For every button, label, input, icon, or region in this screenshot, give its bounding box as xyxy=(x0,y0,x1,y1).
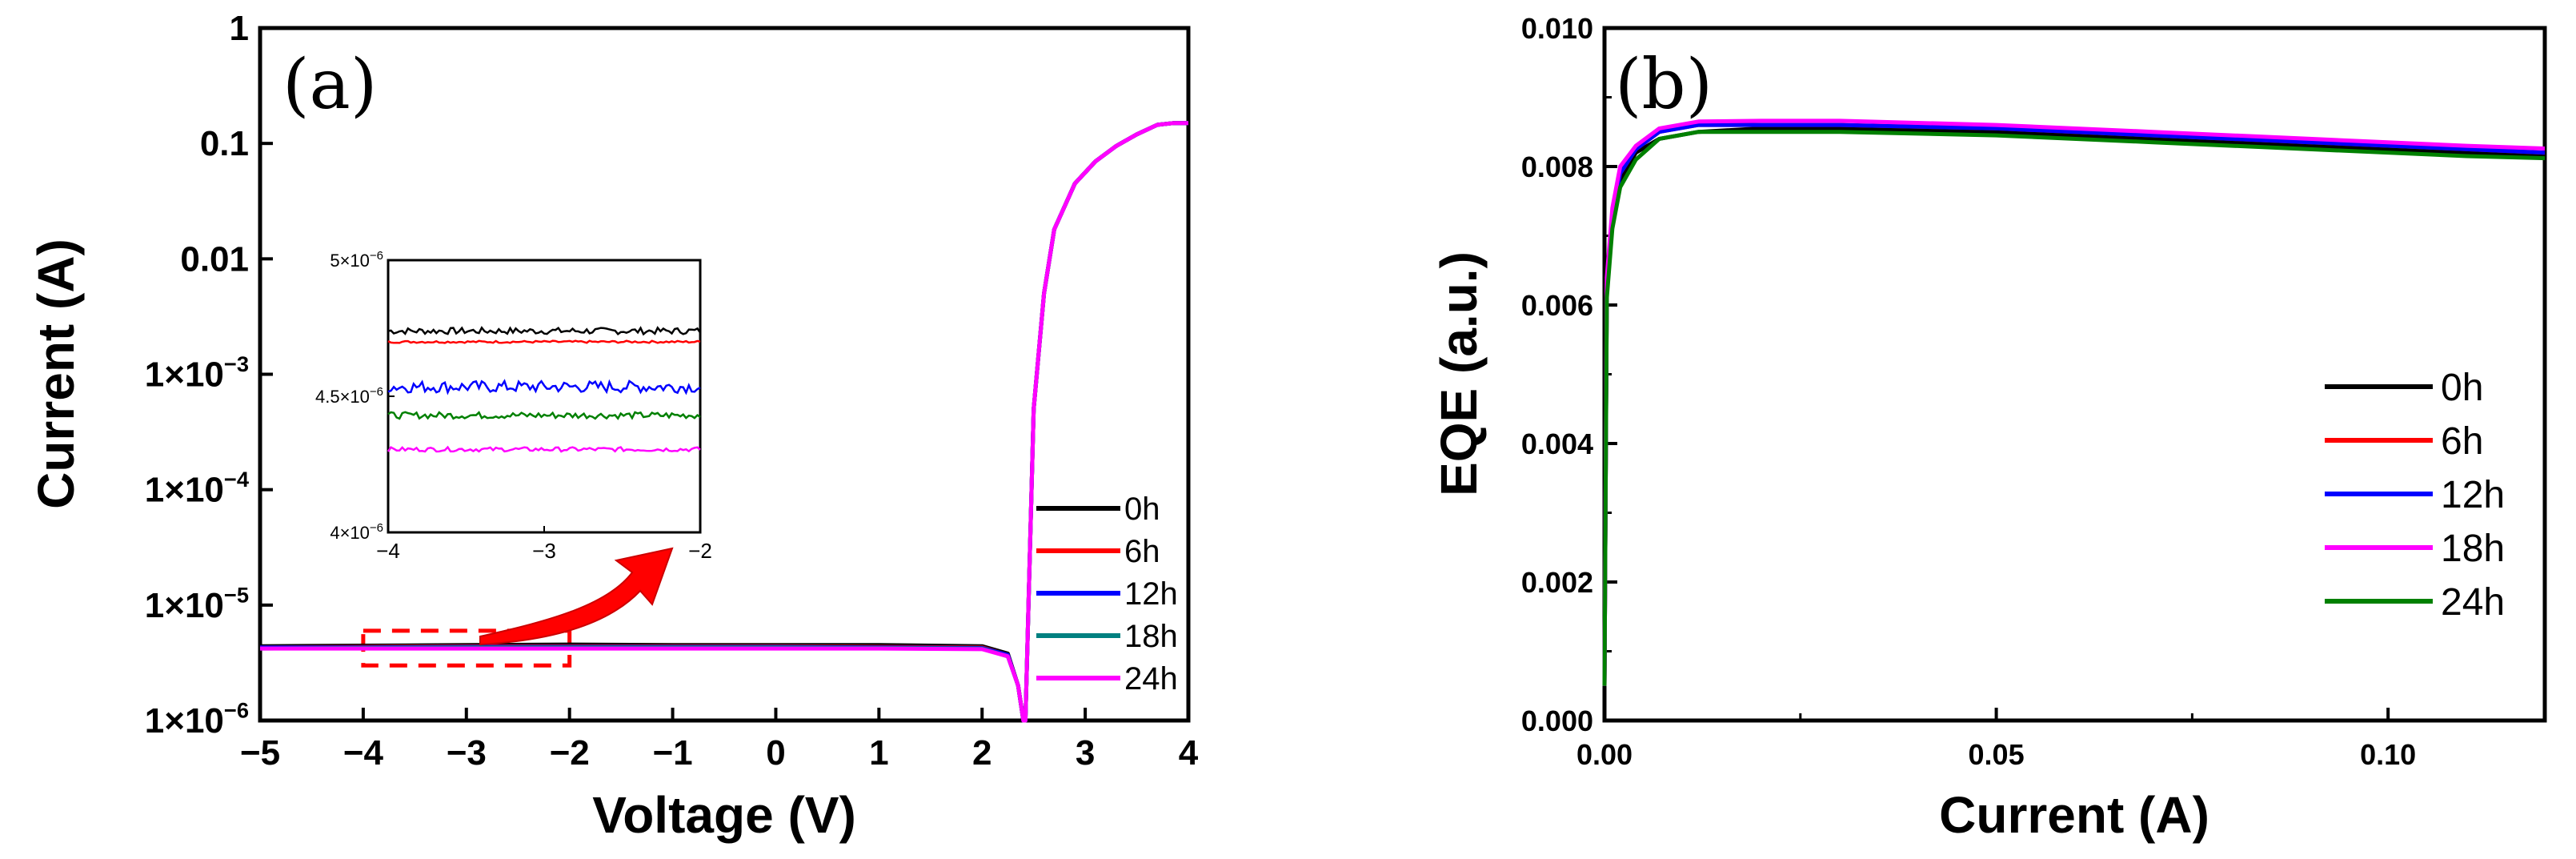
y-tick-label-a: 1×10−3 xyxy=(145,351,249,394)
y-tick-label-a-base: 1×10 xyxy=(145,471,224,510)
y-tick-label-a-base: 1 xyxy=(230,9,249,48)
y-tick-label-b: 0.002 xyxy=(1521,566,1593,599)
series-line-b-18h xyxy=(1602,118,2546,686)
x-axis-label-a: Voltage (V) xyxy=(592,786,856,844)
legend-label-a-12h: 12h xyxy=(1124,576,1178,612)
y-tick-label-b: 0.006 xyxy=(1521,289,1593,322)
inset-y-tick-label: 4.5×10−6 xyxy=(315,385,383,407)
legend-label-a-6h: 6h xyxy=(1124,534,1160,569)
y-tick-label-a-base: 0.1 xyxy=(200,124,249,163)
inset-y-tick-label: 4×10−6 xyxy=(330,521,383,543)
panel-label-b: (b) xyxy=(1615,45,1713,125)
legend-label-b-0h: 0h xyxy=(2441,367,2483,409)
y-tick-label-a: 0.1 xyxy=(200,124,249,163)
y-tick-label-a-exp: −4 xyxy=(224,467,250,492)
x-tick-label-a: −1 xyxy=(652,733,692,773)
x-tick-label-a: −3 xyxy=(447,733,487,773)
inset-y-tick-base: 5×10 xyxy=(330,251,370,271)
x-tick-label-b: 0.10 xyxy=(2360,738,2416,771)
series-line-a-24h xyxy=(260,121,1188,723)
inset-series-line-0h xyxy=(387,326,702,336)
inset-y-tick-exp: −6 xyxy=(370,385,383,399)
y-tick-label-a: 1×10−5 xyxy=(145,582,249,624)
y-tick-label-a-base: 1×10 xyxy=(145,355,224,395)
series-line-b-24h xyxy=(1602,130,2546,686)
y-tick-label-a-exp: −6 xyxy=(224,698,249,723)
y-tick-label-a-base: 0.01 xyxy=(180,239,249,279)
legend-label-b-24h: 24h xyxy=(2441,581,2505,624)
inset-y-tick-base: 4×10 xyxy=(330,523,370,543)
inset-y-tick-exp: −6 xyxy=(370,521,383,535)
x-tick-label-a: −4 xyxy=(343,733,384,773)
zoom-arrow xyxy=(479,547,674,646)
x-axis-label-b: Current (A) xyxy=(1939,786,2209,844)
x-tick-label-a: 1 xyxy=(869,733,888,773)
inset-x-tick-label: −3 xyxy=(532,539,556,563)
x-tick-label-a: 3 xyxy=(1076,733,1095,773)
inset-y-tick-exp: −6 xyxy=(370,249,383,263)
y-tick-label-b: 0.010 xyxy=(1521,12,1593,45)
panel-a: −5 −4 −3 −2 −1 0 1 2 3 41×10−61×10−51×10−41×10−30… xyxy=(27,9,1199,844)
y-tick-label-a-base: 1×10 xyxy=(145,701,224,741)
legend-label-a-0h: 0h xyxy=(1124,492,1160,527)
y-tick-label-a-base: 1×10 xyxy=(145,586,224,625)
legend-label-a-24h: 24h xyxy=(1124,661,1178,696)
y-tick-label-a-exp: −3 xyxy=(224,351,249,376)
panel-label-a: (a) xyxy=(282,45,377,125)
inset-series-line-6h xyxy=(387,339,701,344)
y-tick-label-a: 1 xyxy=(230,9,249,48)
y-tick-label-a: 1×10−4 xyxy=(145,467,250,509)
inset-series-line-18h xyxy=(387,445,701,453)
x-tick-label-a: −2 xyxy=(550,733,590,773)
x-tick-label-a: 2 xyxy=(972,733,992,773)
x-tick-label-a: 0 xyxy=(766,733,785,773)
x-tick-label-a: −5 xyxy=(240,733,280,773)
y-tick-label-b: 0.004 xyxy=(1521,427,1593,460)
inset-series-line-24h xyxy=(387,411,701,420)
inset-series-line-12h xyxy=(387,379,701,395)
y-tick-label-b: 0.000 xyxy=(1521,704,1593,737)
y-tick-label-a: 1×10−6 xyxy=(145,698,249,741)
x-tick-label-b: 0.05 xyxy=(1969,738,2025,771)
x-tick-label-b: 0.00 xyxy=(1576,738,1633,771)
inset-x-tick-label: −4 xyxy=(376,539,400,563)
inset-y-tick-label: 5×10−6 xyxy=(330,249,383,271)
inset-y-tick-base: 4.5×10 xyxy=(315,387,370,407)
y-tick-label-a-exp: −5 xyxy=(224,582,249,607)
legend-label-b-18h: 18h xyxy=(2441,528,2505,570)
panel-b: 0.00 0.05 0.10 0.000 0.002 0.004 0.006 0.008 0.0… xyxy=(1430,12,2547,844)
y-axis-label-b: EQE (a.u.) xyxy=(1430,251,1488,496)
y-tick-label-a: 0.01 xyxy=(180,239,249,279)
inset-x-tick-label: −2 xyxy=(688,539,712,563)
legend-label-a-18h: 18h xyxy=(1124,619,1178,654)
legend-label-b-6h: 6h xyxy=(2441,420,2483,463)
x-tick-label-a: 4 xyxy=(1179,733,1199,773)
y-tick-label-b: 0.008 xyxy=(1521,151,1593,183)
y-axis-label-a: Current (A) xyxy=(27,239,85,509)
inset-frame xyxy=(387,259,702,534)
legend-label-b-12h: 12h xyxy=(2441,474,2505,516)
